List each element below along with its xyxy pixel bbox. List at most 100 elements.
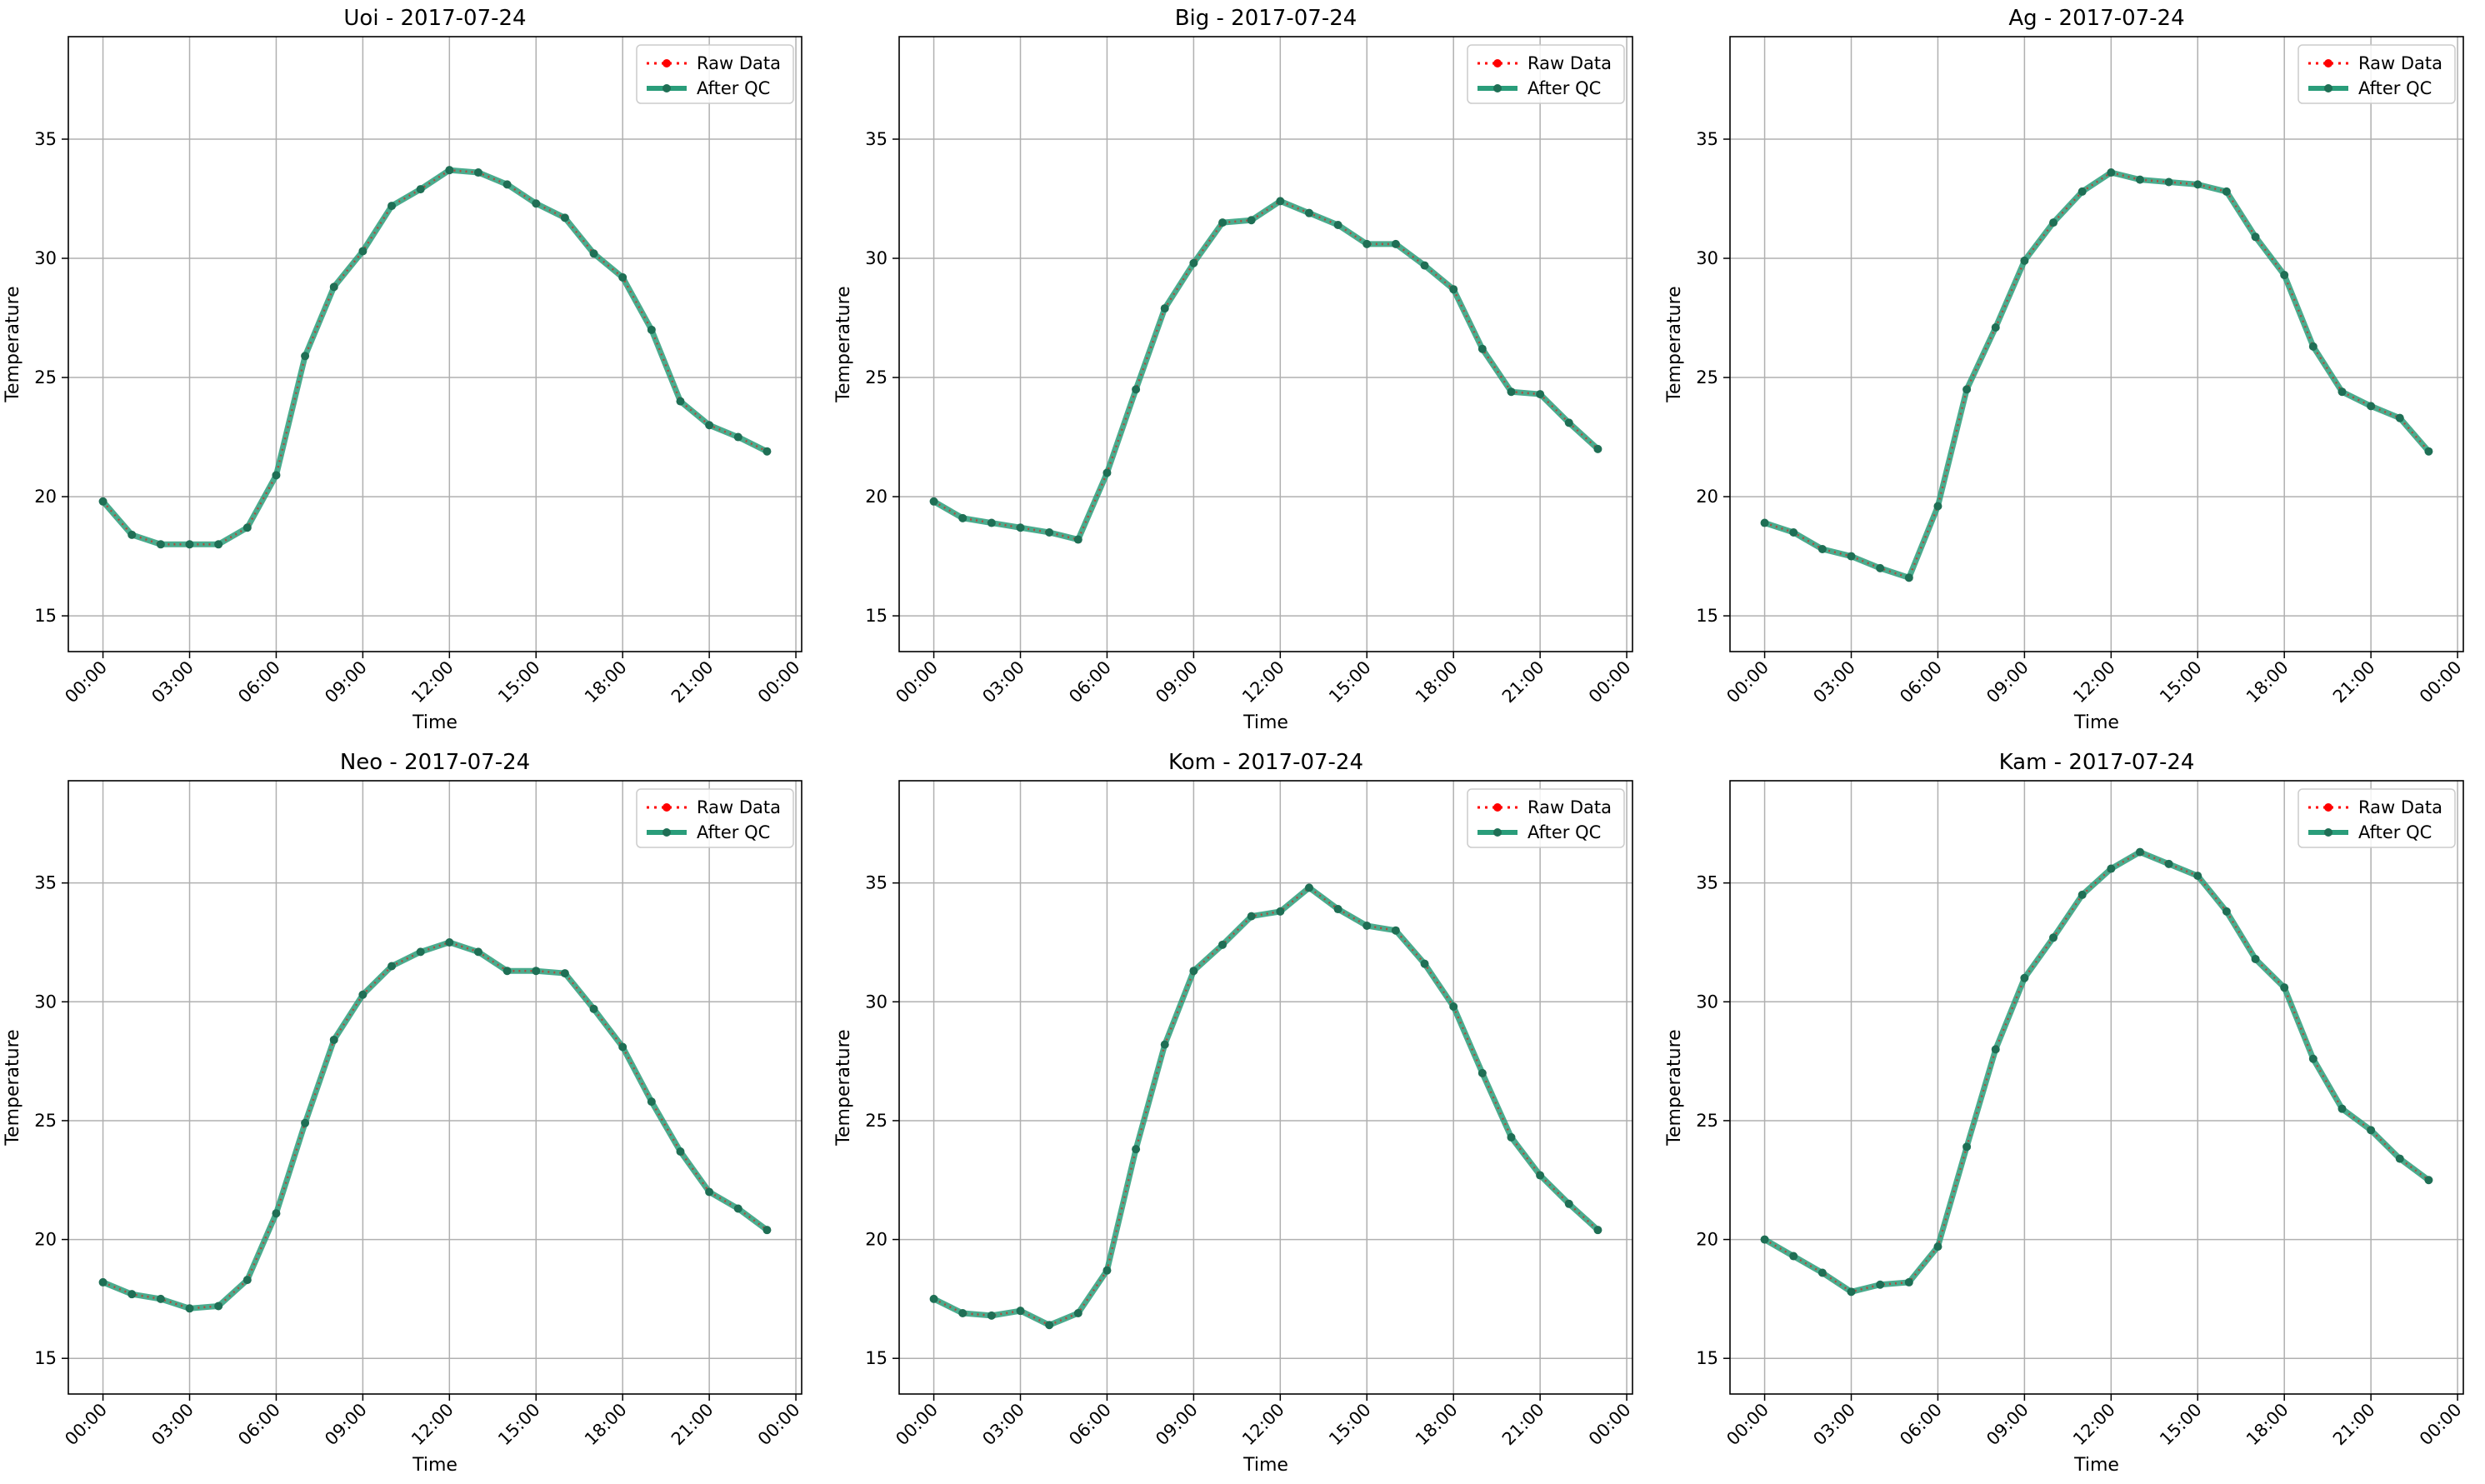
- panel-3-x-axis-title: Time: [2073, 712, 2119, 733]
- panel-5-x-axis-title: Time: [1242, 1455, 1288, 1476]
- series-line-after-qc: [931, 197, 1601, 543]
- after-qc-point: [647, 325, 656, 334]
- after-qc-point: [589, 249, 598, 258]
- after-qc-point: [1391, 239, 1400, 248]
- panel-1-grid: [68, 37, 802, 652]
- after-qc-point: [2164, 859, 2173, 868]
- after-qc-point: [987, 1311, 996, 1320]
- after-qc-point: [1132, 1145, 1141, 1154]
- after-qc-point: [2424, 447, 2433, 456]
- legend-after-qc-label: After QC: [2358, 78, 2432, 98]
- after-qc-point: [2193, 180, 2202, 189]
- after-qc-point: [1160, 1040, 1169, 1049]
- after-qc-point: [445, 166, 454, 175]
- legend-after-qc-label: After QC: [697, 78, 770, 98]
- after-qc-point: [1420, 959, 1429, 968]
- after-qc-point: [358, 247, 368, 256]
- after-qc-point: [1991, 322, 2000, 332]
- after-qc-point: [358, 990, 368, 999]
- after-qc-point: [1016, 523, 1025, 532]
- after-qc-point: [2222, 907, 2231, 916]
- after-qc-point: [2049, 218, 2058, 227]
- after-qc-point: [647, 1097, 656, 1107]
- panel-5-y-axis-title: Temperature: [833, 1029, 854, 1146]
- after-qc-point: [1304, 883, 1313, 892]
- after-qc-point: [1876, 563, 1885, 572]
- after-qc-point: [1789, 1252, 1798, 1261]
- after-qc-point: [705, 421, 714, 430]
- after-qc-point: [1362, 922, 1372, 931]
- after-qc-point: [301, 352, 310, 361]
- after-qc-point: [1276, 907, 1285, 916]
- after-qc-point: [1189, 967, 1198, 976]
- panel-1-y-axis-title: Temperature: [2, 286, 23, 402]
- panel-4-grid: [68, 781, 802, 1394]
- after-qc-point: [1933, 502, 1942, 511]
- y-tick-label: 30: [865, 248, 888, 268]
- after-qc-point: [1760, 518, 1769, 527]
- panel-2-title: Big - 2017-07-24: [1175, 6, 1358, 31]
- after-qc-point: [473, 168, 482, 177]
- after-qc-point: [1933, 1242, 1942, 1252]
- after-qc-point: [1536, 390, 1545, 399]
- after-qc-point: [987, 518, 996, 527]
- after-qc-point: [242, 1276, 252, 1285]
- after-qc-point: [185, 1304, 194, 1313]
- legend-raw-data-marker: [662, 803, 671, 812]
- after-qc-point: [733, 432, 742, 442]
- panel-4-legend: Raw Data After QC: [636, 788, 794, 848]
- panel-4-title: Neo - 2017-07-24: [340, 750, 530, 775]
- y-tick-label: 15: [1696, 606, 1718, 626]
- legend-raw-data-marker: [2324, 59, 2332, 67]
- after-qc-point: [1073, 535, 1082, 544]
- after-qc-point: [958, 513, 968, 522]
- after-qc-point: [733, 1204, 742, 1213]
- after-qc-point: [1276, 197, 1285, 206]
- after-qc-point: [1962, 385, 1972, 394]
- after-qc-point: [2367, 402, 2376, 411]
- after-qc-point: [329, 1035, 338, 1044]
- after-qc-point: [1536, 1171, 1545, 1180]
- legend-raw-data-label: Raw Data: [697, 53, 781, 73]
- after-qc-point: [1045, 1321, 1054, 1330]
- after-qc-point: [329, 282, 338, 292]
- after-qc-point: [1818, 1268, 1827, 1277]
- after-qc-point: [1045, 527, 1054, 537]
- after-qc-point: [2135, 847, 2144, 857]
- after-qc-point: [1991, 1045, 2000, 1054]
- after-qc-point: [1247, 912, 1256, 921]
- after-qc-point: [1789, 527, 1798, 537]
- y-tick-label: 20: [34, 487, 57, 507]
- after-qc-point: [1593, 444, 1602, 453]
- after-qc-point: [2424, 1176, 2433, 1185]
- after-qc-point: [1333, 220, 1342, 229]
- after-qc-point: [705, 1187, 714, 1197]
- legend-raw-data-marker: [1493, 59, 1502, 67]
- legend-after-qc-label: After QC: [1528, 822, 1601, 842]
- legend-after-qc-marker: [1493, 84, 1502, 92]
- after-qc-point: [2222, 187, 2231, 196]
- after-qc-point: [1449, 1002, 1458, 1012]
- after-qc-point: [1247, 216, 1256, 225]
- after-qc-point: [2193, 872, 2202, 881]
- panel-4-axes-frame: [68, 780, 802, 1395]
- after-qc-point: [1760, 1235, 1769, 1244]
- after-qc-point: [98, 497, 108, 506]
- after-qc-point: [589, 1004, 598, 1013]
- after-qc-point: [1478, 344, 1487, 353]
- legend-raw-data-label: Raw Data: [1528, 53, 1612, 73]
- panel-5-title: Kom - 2017-07-24: [1168, 750, 1363, 775]
- after-qc-point: [1507, 387, 1516, 397]
- y-tick-label: 30: [34, 248, 57, 268]
- y-tick-label: 20: [865, 1230, 888, 1250]
- series-line-after-qc: [1762, 849, 2432, 1295]
- y-tick-label: 35: [865, 873, 888, 893]
- after-qc-point: [2308, 1054, 2318, 1063]
- after-qc-point: [1218, 218, 1228, 227]
- after-qc-point: [762, 1226, 772, 1235]
- after-qc-point: [2135, 175, 2144, 184]
- panel-1-axes-frame: [68, 36, 802, 652]
